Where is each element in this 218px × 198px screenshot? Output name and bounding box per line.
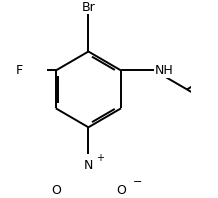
Text: NH: NH [154,64,173,77]
Text: N: N [84,159,93,172]
Text: −: − [132,177,142,187]
Text: Br: Br [82,1,95,14]
Text: O: O [51,184,61,197]
Text: +: + [96,153,104,163]
Text: O: O [116,184,126,197]
Text: F: F [15,64,22,77]
